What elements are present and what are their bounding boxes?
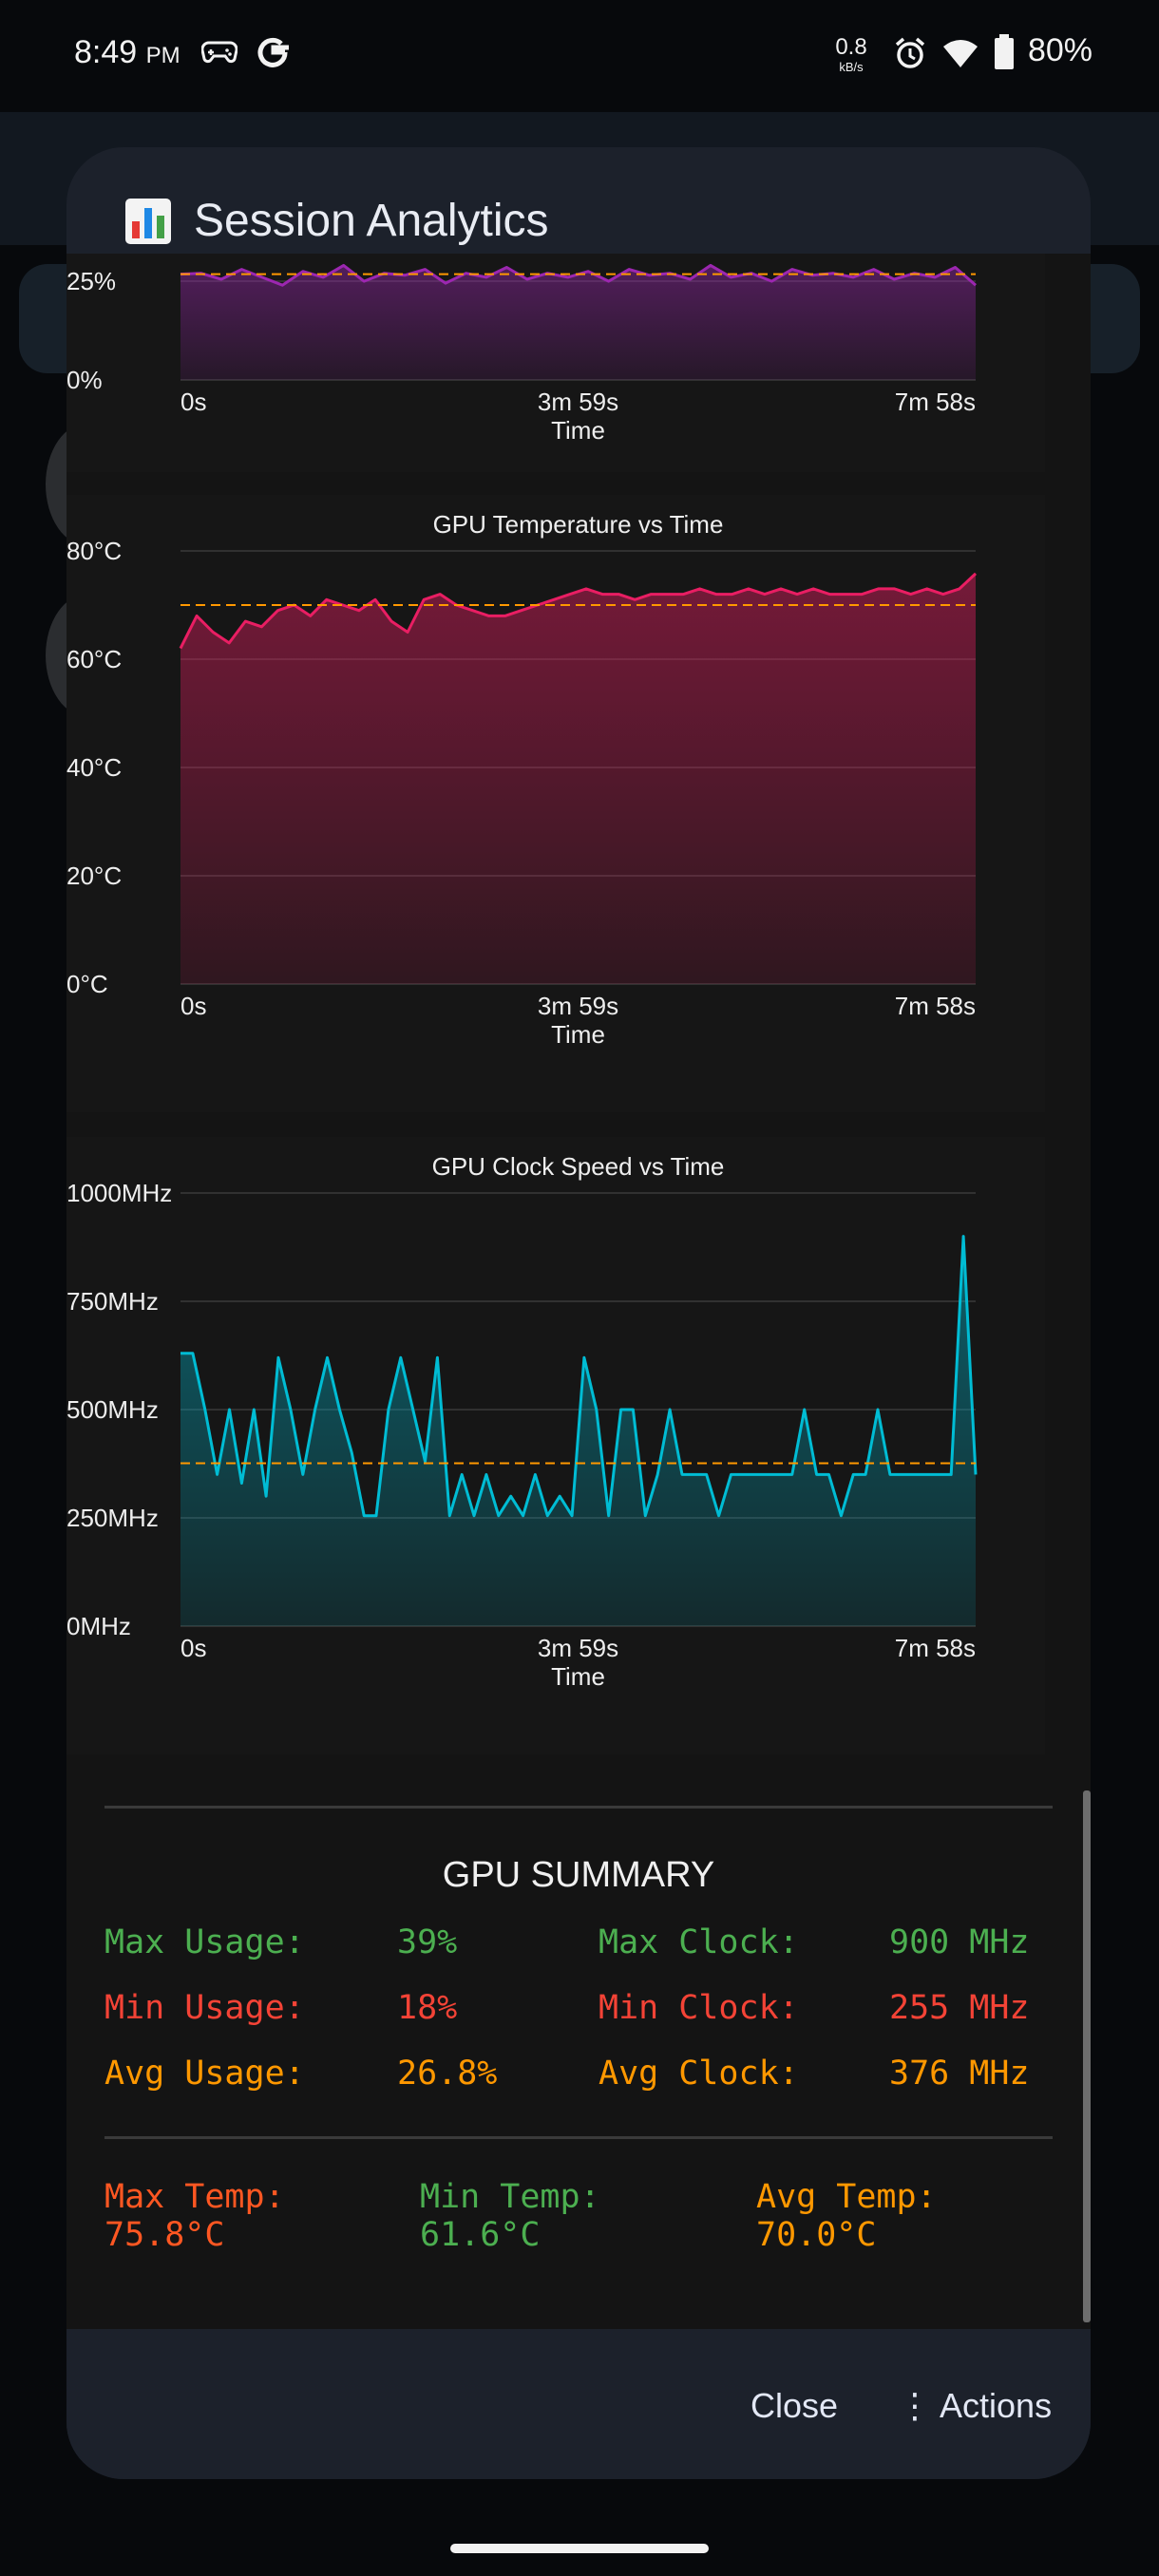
avg-usage-value: 26.8%	[397, 2055, 498, 2093]
series-area	[180, 265, 976, 380]
x-axis-label: Time	[551, 1662, 605, 1691]
y-tick-label: 0MHz	[66, 1612, 131, 1640]
y-tick-label: 0%	[66, 366, 103, 394]
series-area	[180, 1236, 976, 1626]
x-tick-label: 0s	[180, 1634, 206, 1662]
gpu-temperature-chart: GPU Temperature vs Time 0°C 20°C 40°C 60°C 80…	[66, 495, 1045, 1112]
close-button[interactable]: Close	[750, 2386, 839, 2425]
max-usage-value: 39%	[397, 1923, 458, 1961]
net-speed-value: 0.8	[835, 34, 867, 60]
x-axis-label: Time	[551, 416, 605, 445]
y-tick-label: 1000MHz	[66, 1179, 172, 1207]
min-usage-label: Min Usage:	[104, 1989, 305, 2027]
gpu-usage-chart: 0% 25% 0s 3m 59s 7m 58s Time	[66, 254, 1045, 472]
x-tick-label: 0s	[180, 388, 206, 416]
status-time: 8:49 PM	[74, 34, 180, 71]
dialog-title: Session Analytics	[124, 195, 549, 247]
max-clock-label: Max Clock:	[598, 1923, 799, 1961]
avg-clock-value: 376 MHz	[889, 2055, 1030, 2093]
gesture-nav-handle[interactable]	[450, 2544, 709, 2553]
y-tick-label: 20°C	[66, 862, 122, 890]
min-usage-value: 18%	[397, 1989, 458, 2027]
status-bar: 8:49 PM 0.8 kB/s 80%	[0, 0, 1159, 112]
max-clock-value: 900 MHz	[889, 1923, 1030, 1961]
x-tick-label: 3m 59s	[538, 388, 618, 416]
avg-temp-label: Avg Temp:	[756, 2178, 937, 2216]
x-tick-label: 3m 59s	[538, 992, 618, 1020]
dialog-title-text: Session Analytics	[194, 196, 549, 246]
max-temp-label: Max Temp:	[104, 2178, 285, 2216]
dialog-scroll-content[interactable]: 0% 25% 0s 3m 59s 7m 58s Time GPU Temperature …	[66, 254, 1091, 2329]
summary-divider-top	[104, 1806, 1053, 1809]
min-temp-label: Min Temp:	[420, 2178, 600, 2216]
avg-usage-label: Avg Usage:	[104, 2055, 305, 2093]
x-tick-label: 7m 58s	[895, 1634, 976, 1662]
wifi-icon	[943, 40, 978, 67]
scrollbar[interactable]	[1083, 1790, 1091, 2322]
series-line	[179, 572, 978, 650]
x-tick-label: 7m 58s	[895, 992, 976, 1020]
y-tick-label: 60°C	[66, 645, 122, 673]
series-area	[180, 573, 976, 984]
clock-text: 8:49	[74, 34, 138, 70]
net-speed-unit: kB/s	[839, 60, 864, 74]
actions-button[interactable]: ⋮ Actions	[898, 2386, 1053, 2425]
y-tick-label: 250MHz	[66, 1504, 159, 1532]
y-tick-label: 500MHz	[66, 1395, 159, 1424]
alarm-icon	[895, 37, 925, 68]
summary-title: GPU SUMMARY	[442, 1855, 715, 1895]
battery-icon	[995, 34, 1014, 69]
summary-divider-bottom	[104, 2136, 1053, 2139]
bar-chart-icon	[125, 198, 171, 244]
max-usage-label: Max Usage:	[104, 1923, 305, 1961]
series-line	[180, 1235, 978, 1518]
y-tick-label: 0°C	[66, 970, 108, 998]
avg-temp-value: 70.0°C	[756, 2216, 877, 2254]
max-temp-value: 75.8°C	[104, 2216, 225, 2254]
y-tick-label: 25%	[66, 267, 116, 295]
dialog-footer: Close ⋮ Actions	[66, 2329, 1091, 2479]
google-icon	[257, 37, 289, 67]
chart-title: GPU Temperature vs Time	[433, 510, 724, 539]
min-clock-label: Min Clock:	[598, 1989, 799, 2027]
ampm-text: PM	[145, 43, 180, 68]
x-tick-label: 7m 58s	[895, 388, 976, 416]
gamepad-icon	[201, 41, 238, 64]
gpu-clock-chart: GPU Clock Speed vs Time 0MHz 250MHz 500MHz 7…	[66, 1137, 1045, 1754]
y-tick-label: 40°C	[66, 753, 122, 782]
y-tick-label: 750MHz	[66, 1287, 159, 1316]
x-tick-label: 3m 59s	[538, 1634, 618, 1662]
min-temp-value: 61.6°C	[420, 2216, 541, 2254]
y-tick-label: 80°C	[66, 537, 122, 565]
x-tick-label: 0s	[180, 992, 206, 1020]
x-axis-label: Time	[551, 1020, 605, 1049]
session-analytics-dialog: Session Analytics 0% 25% 0s 3m 59s 7m 58s Tim…	[66, 147, 1091, 2479]
battery-percent: 80%	[1027, 32, 1092, 68]
net-speed: 0.8 kB/s	[832, 34, 870, 74]
chart-title: GPU Clock Speed vs Time	[432, 1152, 725, 1181]
min-clock-value: 255 MHz	[889, 1989, 1030, 2027]
avg-clock-label: Avg Clock:	[598, 2055, 799, 2093]
